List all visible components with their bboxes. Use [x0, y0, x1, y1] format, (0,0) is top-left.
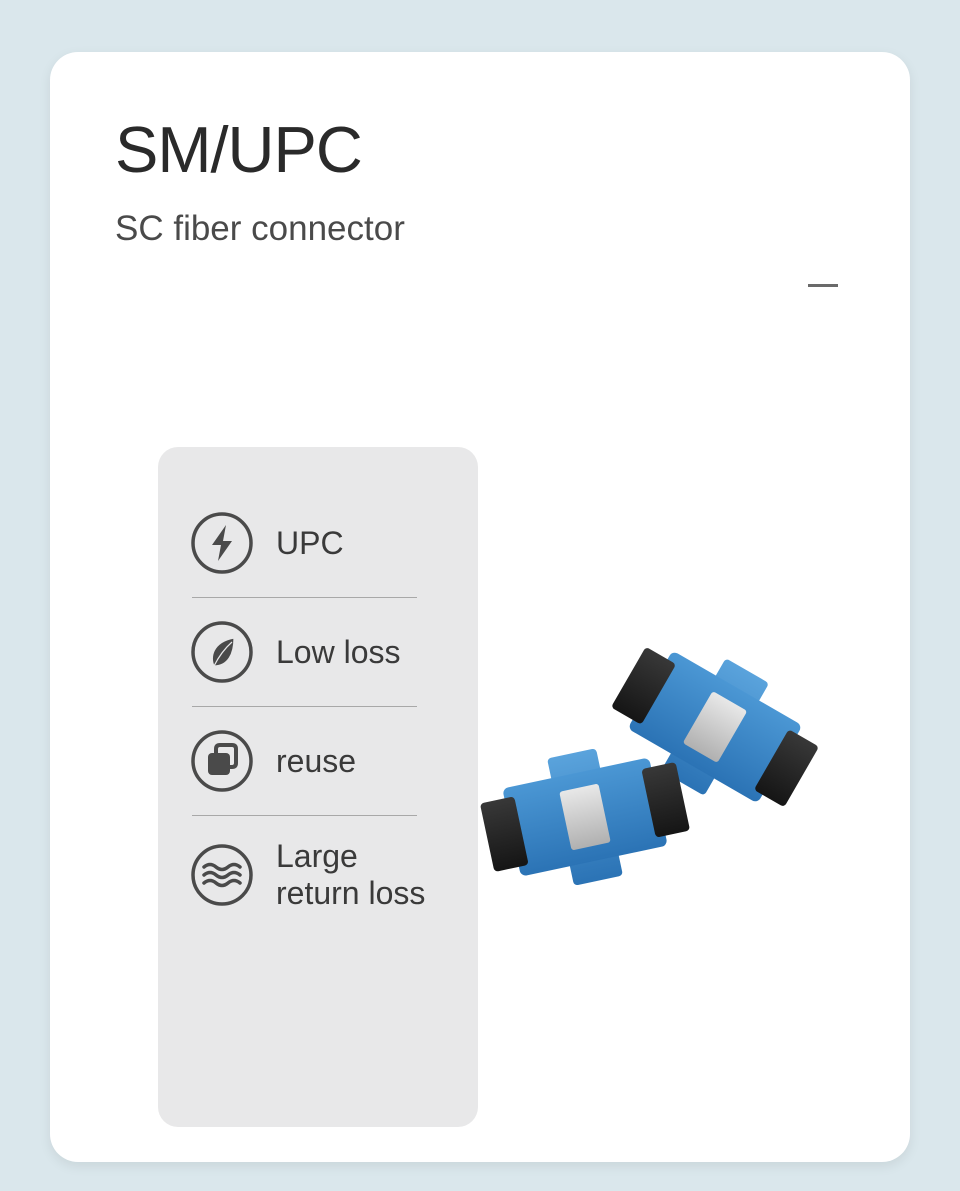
feature-panel: UPC Low loss reuse — [158, 447, 478, 1127]
product-image — [470, 582, 850, 962]
feature-label: Large return loss — [276, 838, 425, 912]
product-title: SM/UPC — [115, 112, 845, 187]
feature-label: reuse — [276, 743, 356, 780]
waves-icon — [190, 843, 254, 907]
feature-item-returnloss: Large return loss — [190, 816, 446, 934]
feature-item-reuse: reuse — [190, 707, 446, 815]
product-subtitle: SC fiber connector — [115, 209, 845, 249]
feature-label: Low loss — [276, 634, 401, 671]
feature-item-upc: UPC — [190, 489, 446, 597]
feature-item-lowloss: Low loss — [190, 598, 446, 706]
bolt-icon — [190, 511, 254, 575]
connector-front — [469, 732, 701, 903]
copy-icon — [190, 729, 254, 793]
leaf-icon — [190, 620, 254, 684]
feature-label: UPC — [276, 525, 344, 562]
product-card: SM/UPC SC fiber connector UPC Low loss — [50, 52, 910, 1162]
decorative-dash — [808, 284, 838, 287]
